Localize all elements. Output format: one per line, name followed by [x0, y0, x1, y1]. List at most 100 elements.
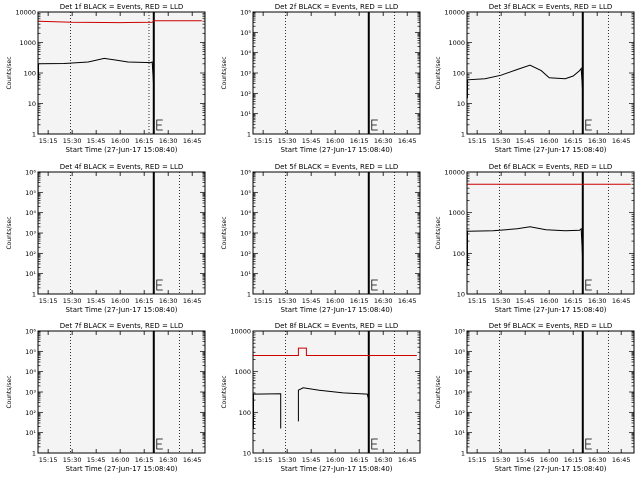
panel-det-3f: Det 3f BLACK = Events, RED = LLD Counts/s… — [435, 3, 635, 154]
x-axis-label: Start Time (27-Jun-17 15:08:40) — [495, 146, 607, 154]
x-tick-label: 15:30 — [278, 456, 297, 464]
x-tick-label: 16:30 — [588, 137, 607, 145]
x-tick-label: 15:45 — [87, 137, 106, 145]
x-tick-label: 16:45 — [398, 297, 417, 305]
x-tick-label: 15:15 — [39, 137, 58, 145]
x-tick-label: 16:00 — [111, 137, 130, 145]
y-axis-label: Counts/sec — [221, 56, 228, 89]
panel-title: Det 8f BLACK = Events, RED = LLD — [275, 322, 398, 330]
panel-det-6f: Det 6f BLACK = Events, RED = LLD Counts/s… — [435, 163, 635, 314]
plot-area — [466, 171, 635, 295]
x-tick-label: 16:15 — [564, 297, 583, 305]
y-tick-label: 10⁶ — [240, 169, 251, 177]
y-axis-label: Counts/sec — [435, 216, 442, 249]
panel-det-7f: Det 7f BLACK = Events, RED = LLD Counts/s… — [6, 322, 206, 473]
range-marker-glyph — [371, 438, 378, 450]
x-tick-label: 15:15 — [468, 137, 487, 145]
y-axis-label: Counts/sec — [221, 375, 228, 408]
y-tick-label: 10⁵ — [25, 348, 36, 356]
y-tick-label: 10³ — [240, 70, 251, 78]
y-tick-label: 10⁴ — [240, 49, 251, 57]
y-tick-label: 10 — [28, 100, 36, 108]
x-tick-label: 16:15 — [564, 137, 583, 145]
x-axis-label: Start Time (27-Jun-17 15:08:40) — [495, 465, 607, 473]
y-tick-label: 10¹ — [25, 429, 36, 437]
y-tick-label: 10¹ — [25, 270, 36, 278]
y-tick-label: 10 — [457, 100, 465, 108]
y-tick-label: 10000 — [444, 169, 465, 177]
x-tick-label: 15:30 — [63, 137, 82, 145]
y-tick-label: 10⁴ — [454, 368, 465, 376]
x-tick-label: 15:45 — [87, 456, 106, 464]
events-series-line — [467, 226, 584, 266]
x-tick-label: 15:45 — [516, 137, 535, 145]
x-tick-label: 16:00 — [540, 456, 559, 464]
x-tick-label: 15:45 — [302, 456, 321, 464]
panel-det-2f: Det 2f BLACK = Events, RED = LLD Counts/s… — [221, 3, 421, 154]
range-marker-glyph — [371, 279, 378, 291]
range-marker-glyph — [585, 438, 592, 450]
y-tick-label: 1 — [461, 131, 465, 139]
x-tick-label: 15:30 — [492, 297, 511, 305]
plot-area — [466, 11, 635, 135]
x-tick-label: 15:15 — [254, 137, 273, 145]
events-series-line — [253, 393, 282, 429]
x-tick-label: 15:45 — [516, 456, 535, 464]
x-tick-label: 15:15 — [468, 297, 487, 305]
panel-title: Det 5f BLACK = Events, RED = LLD — [275, 163, 398, 171]
panel-det-8f: Det 8f BLACK = Events, RED = LLD Counts/s… — [221, 322, 421, 473]
x-tick-label: 16:30 — [159, 137, 178, 145]
y-tick-label: 10⁴ — [240, 209, 251, 217]
x-tick-label: 15:45 — [302, 137, 321, 145]
y-tick-label: 1 — [32, 450, 36, 458]
panel-det-4f: Det 4f BLACK = Events, RED = LLD Counts/s… — [6, 163, 206, 314]
y-tick-label: 100 — [24, 70, 36, 78]
x-tick-label: 16:45 — [612, 137, 631, 145]
x-tick-label: 15:45 — [87, 297, 106, 305]
y-tick-label: 1 — [247, 291, 251, 299]
events-series-line — [297, 387, 370, 422]
x-tick-label: 16:15 — [564, 456, 583, 464]
y-tick-label: 10⁶ — [25, 169, 36, 177]
plot-area — [37, 171, 206, 295]
y-tick-label: 10⁶ — [454, 328, 465, 336]
y-tick-label: 10² — [240, 250, 251, 258]
y-tick-label: 1 — [32, 291, 36, 299]
y-tick-label: 10⁵ — [240, 189, 251, 197]
y-tick-label: 100 — [239, 409, 251, 417]
panel-title: Det 7f BLACK = Events, RED = LLD — [60, 322, 183, 330]
y-tick-label: 10⁵ — [240, 29, 251, 37]
x-tick-label: 16:45 — [183, 297, 202, 305]
x-tick-label: 15:15 — [254, 456, 273, 464]
y-tick-label: 100 — [453, 70, 465, 78]
panel-title: Det 4f BLACK = Events, RED = LLD — [60, 163, 183, 171]
x-tick-label: 15:30 — [492, 137, 511, 145]
plot-area — [37, 11, 206, 135]
y-tick-label: 10¹ — [240, 110, 251, 118]
range-marker-glyph — [371, 119, 378, 131]
lld-series-line — [38, 20, 202, 24]
panel-det-9f: Det 9f BLACK = Events, RED = LLD Counts/s… — [435, 322, 635, 473]
y-tick-label: 100 — [453, 250, 465, 258]
y-tick-label: 10² — [454, 409, 465, 417]
y-tick-label: 10 — [243, 450, 251, 458]
events-series-line — [38, 57, 155, 89]
plot-area — [252, 171, 421, 295]
plot-area — [466, 330, 635, 454]
x-tick-label: 16:30 — [374, 456, 393, 464]
x-tick-label: 16:30 — [588, 297, 607, 305]
y-tick-label: 10000 — [15, 9, 36, 17]
x-tick-label: 16:15 — [135, 137, 154, 145]
y-axis-label: Counts/sec — [6, 375, 13, 408]
y-tick-label: 10⁴ — [25, 209, 36, 217]
x-tick-label: 15:30 — [492, 456, 511, 464]
x-tick-label: 16:00 — [540, 297, 559, 305]
y-tick-label: 1 — [247, 131, 251, 139]
x-axis-label: Start Time (27-Jun-17 15:08:40) — [281, 146, 393, 154]
x-tick-label: 15:15 — [468, 456, 487, 464]
x-tick-label: 16:15 — [350, 456, 369, 464]
panel-title: Det 1f BLACK = Events, RED = LLD — [60, 3, 183, 11]
x-tick-label: 16:30 — [374, 297, 393, 305]
y-axis-label: Counts/sec — [435, 56, 442, 89]
panel-title: Det 6f BLACK = Events, RED = LLD — [489, 163, 612, 171]
